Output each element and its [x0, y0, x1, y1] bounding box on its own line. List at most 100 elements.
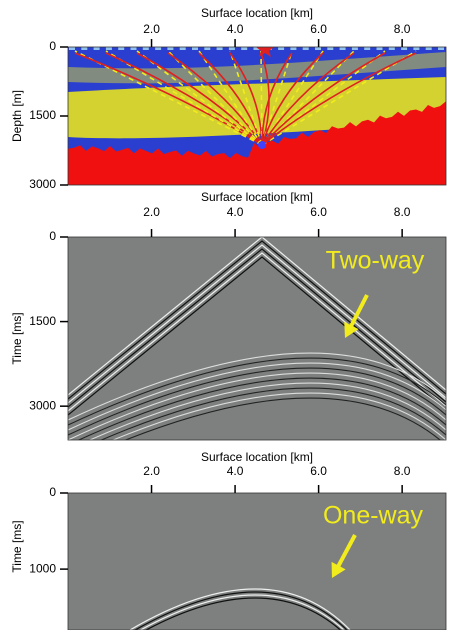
annotation: One-way [323, 502, 424, 530]
annotation-arrow [334, 534, 357, 572]
ray-dashed [261, 50, 417, 146]
panel-image [68, 493, 446, 630]
y-tick-label: 0 [49, 485, 56, 499]
reflection [68, 352, 446, 421]
receiver [142, 47, 149, 50]
receiver [315, 47, 321, 50]
panel-frame [67, 236, 447, 441]
receiver [413, 47, 420, 50]
receiver [93, 47, 100, 50]
annotation-arrowhead [331, 561, 346, 578]
receiver [388, 47, 395, 50]
ray-dashed [198, 50, 263, 146]
receiver [364, 47, 371, 50]
reflection [68, 357, 446, 426]
reflection [88, 382, 446, 440]
x-tick-label: 8.0 [394, 205, 411, 219]
x-tick-label: 2.0 [143, 22, 160, 36]
receiver [401, 47, 408, 50]
source [256, 47, 274, 57]
ray-dashed [167, 50, 263, 146]
reflection [68, 372, 446, 440]
gather-bg [68, 493, 446, 630]
receiver [327, 47, 334, 50]
x-tick-label: 8.0 [394, 22, 411, 36]
receiver [425, 47, 432, 50]
x-tick-label: 2.0 [143, 464, 160, 478]
wavefront [68, 248, 446, 408]
reflection [129, 588, 351, 630]
receiver [290, 47, 297, 50]
ray-dashed [229, 50, 263, 146]
reflection [139, 594, 345, 630]
y-axis-label: Depth [m] [10, 90, 24, 142]
reflection [111, 392, 446, 440]
y-axis-label: Time [ms] [10, 312, 24, 364]
receiver [81, 47, 88, 50]
reflection-point [258, 141, 266, 149]
x-tick-label: 4.0 [227, 464, 244, 478]
receiver [339, 47, 346, 50]
panel-frame [67, 492, 447, 630]
receiver [302, 47, 309, 50]
x-tick-label: 8.0 [394, 464, 411, 478]
annotation-arrow [346, 294, 369, 332]
receiver [130, 47, 137, 50]
receiver [105, 47, 112, 50]
reflection [134, 591, 348, 630]
ray-dashed [105, 50, 263, 146]
x-tick-label: 4.0 [227, 22, 244, 36]
y-axis-label: Time [ms] [10, 520, 24, 572]
ray-dashed [261, 50, 386, 146]
ray [261, 52, 293, 146]
receiver [351, 47, 358, 50]
wavefront [68, 256, 446, 416]
reflection [68, 362, 446, 431]
wavefront [68, 240, 446, 400]
ray-dashed [74, 50, 263, 146]
wavefront [68, 244, 446, 404]
reflection [100, 387, 446, 440]
ray-dashed [260, 50, 263, 146]
receiver [204, 47, 211, 50]
reflection [77, 377, 446, 440]
x-tick-label: 2.0 [143, 205, 160, 219]
y-tick-label: 3000 [29, 398, 56, 412]
gather-bg [68, 237, 446, 440]
x-tick-label: 4.0 [227, 205, 244, 219]
ray [261, 52, 417, 146]
panel-image [68, 237, 446, 440]
receiver [118, 47, 125, 50]
x-tick-label: 6.0 [310, 205, 327, 219]
x-axis-label: Surface location [km] [201, 6, 313, 20]
receiver [155, 47, 162, 50]
reflection [124, 397, 441, 440]
ray-dashed [261, 50, 293, 146]
y-tick-label: 0 [49, 39, 56, 53]
reflection [68, 367, 446, 436]
ray [261, 52, 355, 146]
x-tick-label: 6.0 [310, 464, 327, 478]
salt-body [68, 101, 446, 185]
receiver [192, 47, 198, 50]
x-axis-label: Surface location [km] [201, 450, 313, 464]
x-tick-label: 6.0 [310, 22, 327, 36]
receiver [69, 47, 75, 50]
receiver [253, 47, 260, 50]
receiver [376, 47, 383, 50]
ray-dashed [136, 50, 263, 146]
receiver [167, 47, 174, 50]
reflection [144, 597, 342, 630]
wavefront [68, 252, 446, 412]
annotation: Two-way [326, 247, 425, 275]
receiver [278, 47, 285, 50]
y-tick-label: 0 [49, 229, 56, 243]
ray [136, 52, 263, 146]
ray [261, 52, 324, 146]
receiver [438, 47, 444, 50]
y-tick-label: 1000 [29, 561, 56, 575]
wavefront [68, 237, 446, 396]
x-axis-label: Surface location [km] [201, 190, 313, 204]
sediment-layer [68, 52, 446, 84]
